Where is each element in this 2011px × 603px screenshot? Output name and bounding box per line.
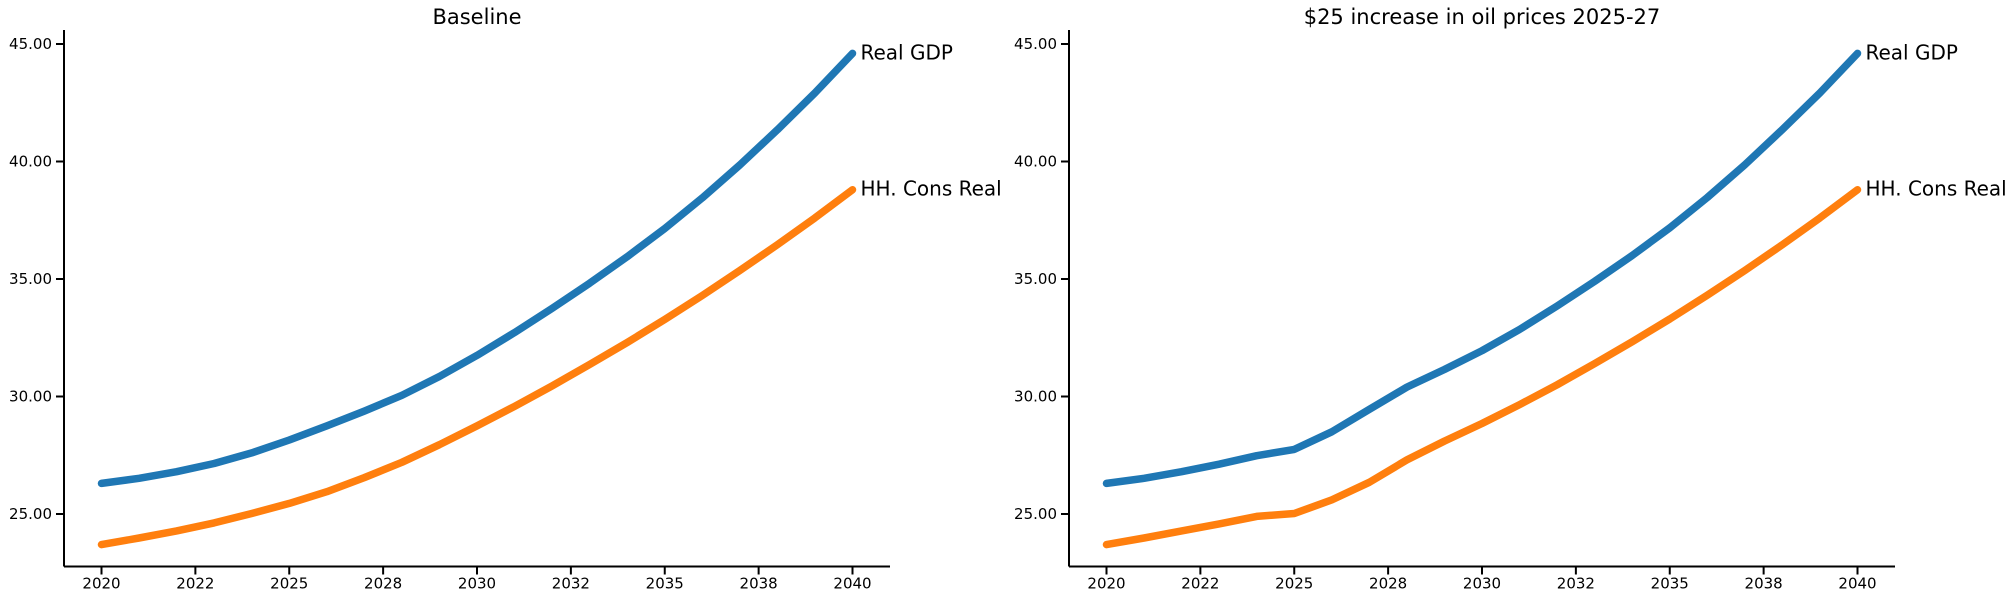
y-axis-tick-label: 30.00 [1014, 388, 1057, 406]
x-axis-tick-label: 2030 [1463, 575, 1501, 593]
chart-title: $25 increase in oil prices 2025-27 [1303, 5, 1661, 29]
baseline-plot-area: 25.00 30.00 35.00 40.00 45.00 2020 2022 2025 202… [9, 30, 1002, 593]
x-axis-tick-label: 2028 [364, 575, 402, 593]
series-label: HH. Cons Real [1866, 177, 2007, 201]
x-axis-tick-label: 2032 [1557, 575, 1595, 593]
x-axis-tick-label: 2020 [1087, 575, 1125, 593]
y-axis-tick-label: 35.00 [9, 270, 52, 288]
hh-cons-real-line [1102, 185, 1862, 549]
x-axis-tick-label: 2025 [1275, 575, 1313, 593]
y-axis-tick-label: 40.00 [1014, 153, 1057, 171]
x-axis-tick-label: 2022 [176, 575, 214, 593]
y-axis-tick-label: 30.00 [9, 388, 52, 406]
x-axis-tick-label: 2038 [1745, 575, 1783, 593]
hh-cons-real-line [97, 185, 857, 549]
x-axis-tick-label: 2038 [740, 575, 778, 593]
y-axis-tick-label: 45.00 [9, 35, 52, 53]
x-axis-tick-label: 2020 [82, 575, 120, 593]
x-axis-tick-label: 2032 [552, 575, 590, 593]
oil-shock-plot-area: 25.00 30.00 35.00 40.00 45.00 2020 2022 2025 202… [1014, 30, 2007, 593]
x-axis-tick-label: 2025 [270, 575, 308, 593]
x-axis-tick-label: 2022 [1181, 575, 1219, 593]
x-axis-tick-label: 2040 [833, 575, 871, 593]
series-label: HH. Cons Real [861, 177, 1002, 201]
chart-title: Baseline [432, 5, 522, 29]
x-axis-tick-label: 2040 [1838, 575, 1876, 593]
y-axis-tick-label: 25.00 [9, 505, 52, 523]
x-axis-tick-label: 2028 [1369, 575, 1407, 593]
y-axis-tick-label: 40.00 [9, 153, 52, 171]
series-label: Real GDP [1866, 40, 1958, 64]
y-axis-tick-label: 45.00 [1014, 35, 1057, 53]
real-gdp-line [1102, 49, 1862, 488]
x-axis-tick-label: 2035 [646, 575, 684, 593]
x-axis-tick-label: 2035 [1651, 575, 1689, 593]
y-axis-tick-label: 35.00 [1014, 270, 1057, 288]
chart-oil-shock: $25 increase in oil prices 2025-27 25.00… [1005, 0, 2011, 603]
y-axis-tick-label: 25.00 [1014, 505, 1057, 523]
series-label: Real GDP [861, 40, 953, 64]
chart-baseline: Baseline 25.00 30.00 35.00 40.00 45.00 2020 20… [9, 5, 1002, 593]
real-gdp-line [97, 49, 857, 488]
x-axis-tick-label: 2030 [458, 575, 496, 593]
